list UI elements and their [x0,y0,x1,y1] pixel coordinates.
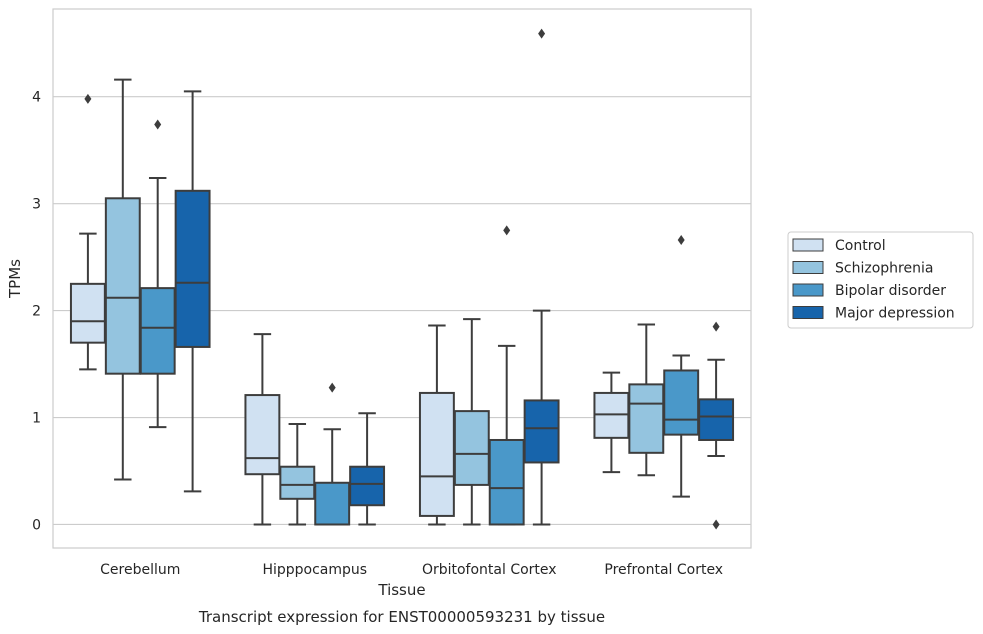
iqr-box [244,394,281,476]
box-bipolar-disorder-0 [139,119,176,429]
legend-items: Control Schizophrenia Bipolar disorder Majo… [792,238,955,322]
y-tick-label: 1 [32,411,41,427]
legend-label: Control [835,238,886,254]
box-major-depression-1 [349,412,386,526]
box-schizophrenia-0 [104,78,141,481]
outlier-point [328,382,336,393]
outlier-point [677,235,685,245]
outlier-point [84,93,92,104]
legend-swatch [792,261,824,274]
legend-frame [787,231,974,329]
y-tick-labels: 0 1 2 3 4 [32,90,41,534]
outlier-point [538,28,546,39]
legend-item: Schizophrenia [792,261,933,277]
box-bipolar-disorder-2 [488,225,525,526]
iqr-box [139,287,176,375]
iqr-box [279,465,316,500]
box-control-1 [244,333,281,526]
x-tick-label: Hipppocampus [262,562,367,578]
iqr-box [628,383,665,454]
iqr-box [523,399,560,464]
box-control-2 [418,324,455,526]
box-major-depression-0 [174,90,211,493]
y-tick-label: 3 [32,197,41,213]
iqr-box [314,481,351,526]
legend-item: Control [792,238,886,254]
y-tick-label: 0 [32,517,41,533]
legend-swatch [792,238,824,252]
box-control-0 [69,93,106,371]
legend-label: Schizophrenia [835,261,933,277]
legend-swatch [792,283,824,297]
legend-item: Bipolar disorder [792,283,946,299]
x-tick-label: Prefrontal Cortex [604,562,723,578]
outlier-point [503,225,511,236]
legend-item: Major depression [792,306,955,322]
box-bipolar-disorder-3 [663,235,700,498]
iqr-box [488,438,525,526]
chart-caption: Transcript expression for ENST0000059323… [198,608,605,626]
legend: Control Schizophrenia Bipolar disorder Majo… [787,231,974,329]
iqr-box [418,391,455,517]
iqr-box [593,391,630,439]
plot-area-frame [52,8,752,549]
iqr-box [349,465,386,507]
legend-label: Major depression [835,306,955,322]
box-major-depression-2 [523,28,560,526]
x-axis-label: Tissue [377,581,425,599]
y-tick-label: 2 [32,304,41,320]
iqr-box [104,197,141,375]
x-tick-label: Cerebellum [100,562,180,578]
box-schizophrenia-3 [628,323,665,477]
iqr-box [663,369,700,436]
box-schizophrenia-1 [279,422,316,526]
outlier-point [154,119,162,130]
legend-swatch [792,306,824,319]
iqr-box [69,282,106,344]
boxes [69,28,735,530]
y-axis-label: TPMs [6,259,24,299]
y-tick-label: 4 [32,90,41,106]
box-control-3 [593,371,630,474]
iqr-box [453,410,490,486]
x-tick-label: Orbitofontal Cortex [422,562,557,578]
outlier-point [712,519,720,530]
iqr-box [698,398,735,441]
legend-label: Bipolar disorder [835,283,946,299]
iqr-box [174,189,211,348]
box-bipolar-disorder-1 [314,382,351,526]
x-tick-labels: Cerebellum Hipppocampus Orbitofontal Corte… [100,562,723,578]
outlier-point [712,321,720,332]
box-major-depression-3 [698,321,735,530]
box-schizophrenia-2 [453,318,490,526]
